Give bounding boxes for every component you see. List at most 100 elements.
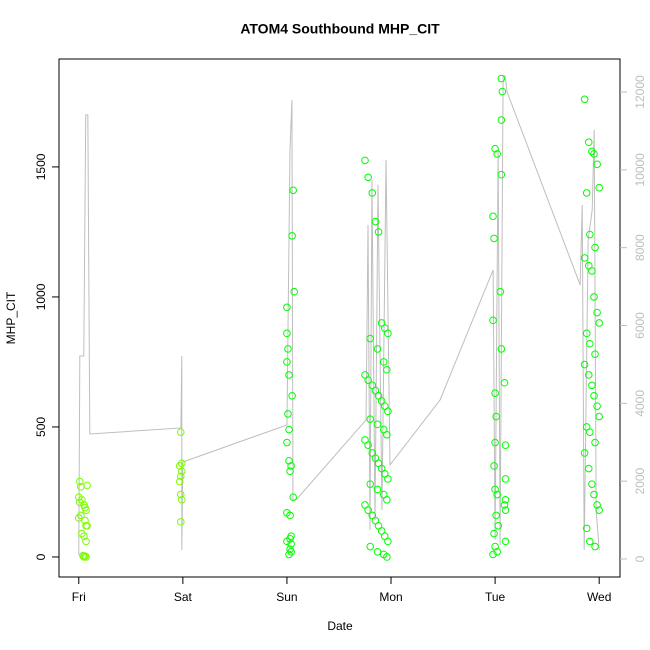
point	[366, 415, 375, 423]
point	[591, 243, 599, 252]
point	[580, 95, 589, 104]
point	[383, 365, 391, 374]
point	[82, 537, 90, 546]
point	[77, 511, 85, 520]
point	[176, 518, 185, 526]
point	[591, 542, 599, 551]
point	[286, 467, 294, 475]
point	[76, 498, 84, 507]
point	[288, 232, 296, 240]
point	[593, 402, 601, 410]
point	[501, 441, 510, 449]
point	[489, 550, 497, 559]
point	[175, 477, 184, 486]
point	[82, 553, 90, 561]
point	[176, 490, 185, 499]
point	[383, 495, 391, 504]
y-tick-label: 0	[34, 553, 48, 560]
point	[492, 412, 500, 421]
point	[496, 287, 505, 296]
point	[178, 459, 186, 468]
point	[78, 529, 86, 538]
point	[176, 428, 185, 436]
point	[178, 495, 186, 504]
y-axis-label: MHP_CIT	[4, 291, 18, 344]
point	[588, 267, 596, 275]
point	[580, 360, 589, 369]
point	[366, 334, 375, 343]
point	[283, 358, 291, 366]
point	[590, 490, 598, 499]
point	[586, 428, 594, 436]
x-axis-label: Date	[327, 619, 353, 633]
point	[500, 378, 509, 387]
point	[176, 472, 185, 481]
point	[501, 475, 510, 483]
x-tick-label: Mon	[379, 590, 402, 604]
point	[588, 381, 596, 390]
point	[364, 441, 372, 449]
y2-tick-label: 0	[633, 555, 647, 562]
chart-title: ATOM4 Southbound MHP_CIT	[240, 21, 440, 37]
point	[80, 532, 88, 540]
point	[285, 456, 293, 465]
point	[491, 389, 499, 397]
point	[371, 217, 380, 226]
point	[290, 287, 299, 296]
point	[582, 189, 591, 197]
point	[284, 410, 292, 418]
point	[584, 371, 593, 379]
y2-tick-label: 6000	[633, 312, 647, 339]
point	[364, 173, 372, 182]
point	[373, 345, 382, 353]
point	[491, 542, 499, 551]
point	[364, 506, 372, 514]
point	[285, 371, 293, 379]
point	[366, 480, 375, 488]
point	[283, 329, 291, 338]
point	[74, 514, 83, 522]
point	[497, 116, 506, 124]
x-tick-label: Fri	[72, 590, 86, 604]
point	[497, 74, 506, 83]
point	[501, 495, 510, 504]
point	[591, 438, 599, 447]
point	[590, 293, 598, 301]
point	[286, 511, 294, 520]
point	[591, 350, 599, 358]
point	[384, 329, 392, 338]
point	[80, 553, 88, 561]
point	[491, 438, 499, 447]
point	[374, 228, 383, 236]
point	[586, 230, 594, 239]
point	[283, 303, 291, 312]
y2-tick-label: 12000	[633, 75, 647, 109]
point	[498, 87, 507, 96]
point	[580, 254, 589, 262]
point	[588, 147, 596, 156]
point	[584, 464, 593, 473]
point	[490, 234, 498, 243]
point	[366, 542, 375, 551]
y2-tick-label: 2000	[633, 467, 647, 494]
point	[81, 503, 89, 512]
point	[383, 553, 391, 561]
point	[175, 462, 184, 470]
x-tick-label: Wed	[587, 590, 611, 604]
point	[580, 449, 589, 457]
point	[489, 316, 497, 325]
point	[497, 170, 506, 179]
x-tick-label: Sat	[174, 590, 193, 604]
point	[178, 467, 186, 475]
point	[289, 186, 297, 195]
point	[590, 150, 598, 158]
point	[82, 521, 90, 530]
point	[497, 345, 506, 353]
point	[76, 477, 84, 486]
point	[593, 308, 601, 317]
point	[582, 329, 591, 338]
y2-tick-label: 10000	[633, 153, 647, 187]
point	[595, 412, 603, 421]
point	[383, 430, 391, 439]
